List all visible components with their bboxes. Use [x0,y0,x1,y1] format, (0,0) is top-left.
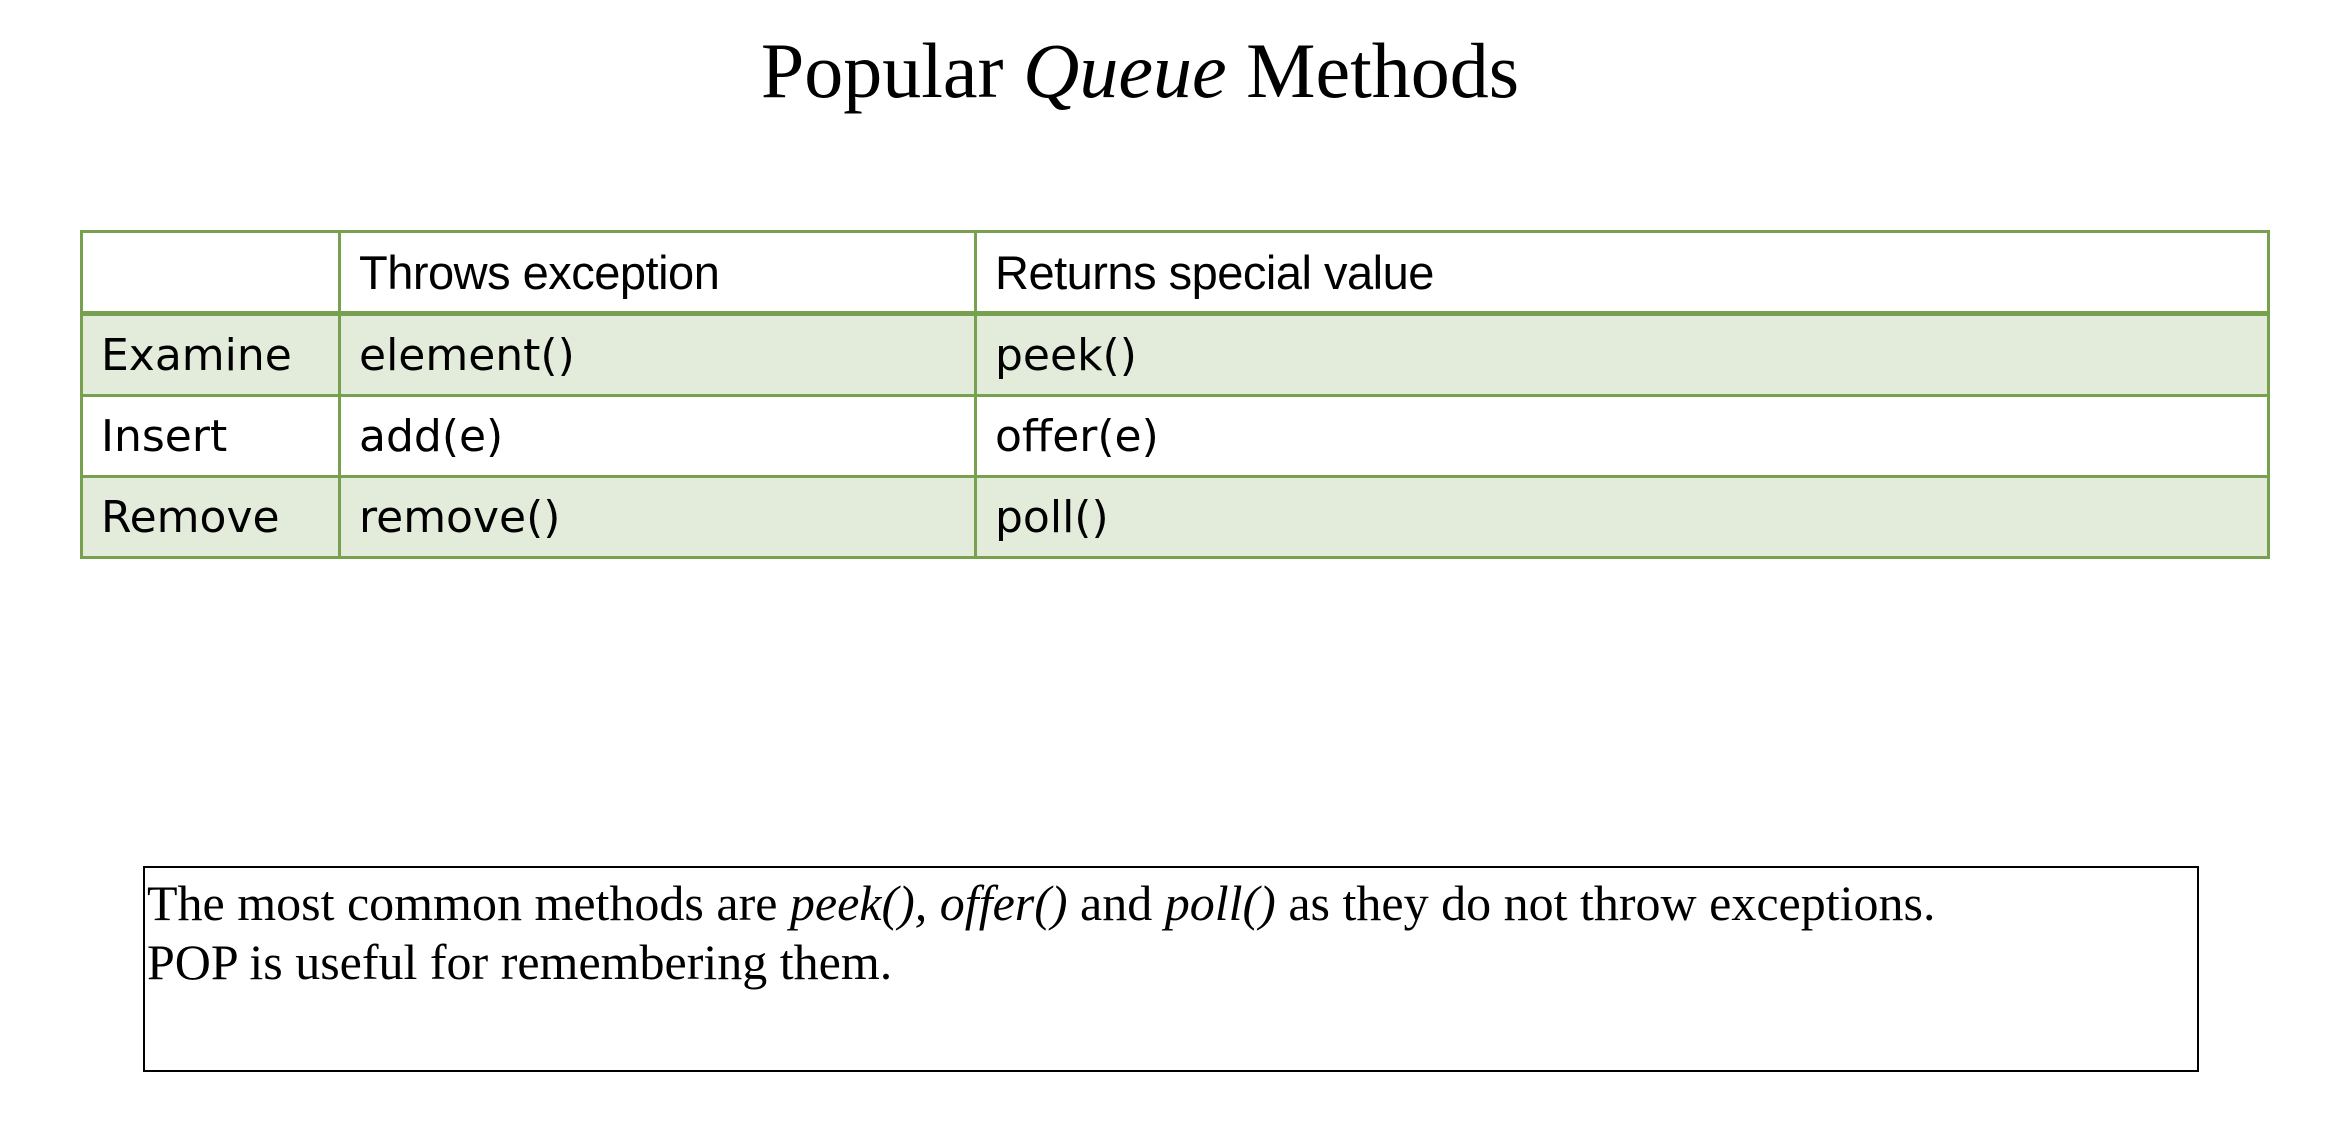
note-text-box: The most common methods are peek(), offe… [143,866,2199,1072]
cell-operation: Remove [80,475,341,559]
cell-special-method: offer(e) [974,394,2270,478]
table-row-remove: Remove remove() poll() [80,475,2270,559]
note-text-part2: and [1067,875,1165,931]
cell-throws-method: remove() [338,475,977,559]
header-cell-operation [80,230,341,316]
note-text-part1: The most common methods are [147,875,790,931]
note-line-1: The most common methods are peek(), offe… [147,874,2197,933]
table-row-insert: Insert add(e) offer(e) [80,394,2270,478]
note-method-poll: poll() [1164,875,1276,931]
title-emphasis: Queue [1023,27,1227,114]
cell-operation: Examine [80,312,341,397]
page-title: Popular Queue Methods [0,24,2280,118]
queue-methods-table: Throws exception Returns special value E… [80,230,2270,559]
header-cell-returns-special-value: Returns special value [974,230,2270,316]
title-prefix: Popular [760,27,1004,114]
table-header-row: Throws exception Returns special value [80,230,2270,316]
cell-throws-method: add(e) [338,394,977,478]
cell-throws-method: element() [338,312,977,397]
note-line-2: POP is useful for remembering them. [147,934,893,990]
cell-special-method: poll() [974,475,2270,559]
title-suffix: Methods [1246,27,1520,114]
table-row-examine: Examine element() peek() [80,312,2270,397]
note-text-part3: as they do not throw exceptions. [1275,875,1936,931]
note-method-peek-offer: peek(), offer() [789,875,1068,931]
cell-operation: Insert [80,394,341,478]
cell-special-method: peek() [974,312,2270,397]
header-cell-throws-exception: Throws exception [338,230,977,316]
